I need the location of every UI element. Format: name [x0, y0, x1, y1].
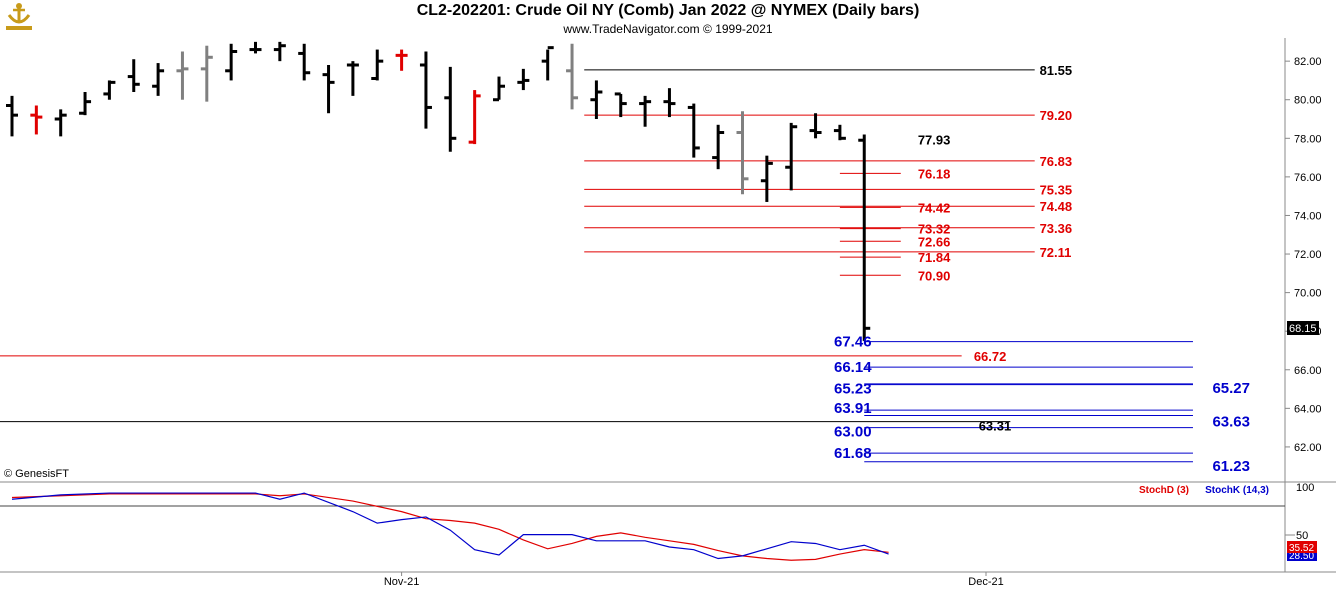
ohlc-bar — [6, 95, 18, 137]
ohlc-bar — [833, 124, 846, 141]
level-label: 63.31 — [979, 419, 1012, 434]
level-label: 65.27 — [1212, 380, 1250, 397]
ohlc-bar — [79, 92, 92, 116]
ohlc-bar — [541, 46, 554, 81]
y-tick-label: 74.00 — [1294, 210, 1322, 222]
ohlc-bar — [639, 95, 652, 127]
y-tick-label: 62.00 — [1294, 442, 1322, 454]
ohlc-bar — [30, 105, 43, 135]
level-label: 72.66 — [918, 234, 951, 249]
tradenavigator-logo-icon — [2, 2, 36, 32]
level-label: 63.91 — [834, 400, 872, 417]
ohlc-bar — [614, 92, 627, 118]
ohlc-bar — [712, 124, 725, 170]
ohlc-bar — [200, 45, 213, 102]
ohlc-bar — [103, 80, 116, 100]
level-label: 65.23 — [834, 381, 872, 398]
ohlc-bar — [395, 49, 408, 71]
ohlc-bar — [760, 155, 773, 202]
ohlc-bar — [298, 43, 311, 81]
level-label: 70.90 — [918, 268, 951, 283]
y-tick-label: 66.00 — [1294, 365, 1322, 377]
y-tick-label: 80.00 — [1294, 95, 1322, 107]
ohlc-bar — [785, 122, 798, 191]
ohlc-bar — [225, 43, 238, 81]
ohlc-bar — [371, 49, 384, 81]
y-tick-label: 70.00 — [1294, 288, 1322, 300]
level-label: 81.55 — [1040, 63, 1073, 78]
level-label: 61.23 — [1212, 458, 1250, 475]
chart-subtitle: www.TradeNavigator.com © 1999-2021 — [563, 22, 773, 36]
current-price-box — [1287, 321, 1319, 335]
ohlc-bar — [493, 76, 505, 102]
level-label: 75.35 — [1040, 182, 1073, 197]
stochd-legend: StochD (3) — [1139, 485, 1189, 496]
ohlc-bar — [736, 111, 749, 195]
ohlc-bar — [54, 109, 67, 137]
stochd-value-label: 35.52 — [1289, 543, 1314, 554]
level-label: 66.14 — [834, 359, 872, 376]
level-label: 63.00 — [834, 424, 872, 441]
level-label: 79.20 — [1040, 108, 1073, 123]
level-label: 74.42 — [918, 200, 951, 215]
level-label: 73.36 — [1040, 221, 1073, 236]
ohlc-bar — [566, 43, 579, 110]
y-tick-label: 76.00 — [1294, 172, 1322, 184]
level-label: 61.68 — [834, 445, 872, 462]
level-label: 74.48 — [1040, 199, 1073, 214]
stochd-value-box — [1287, 541, 1317, 553]
ohlc-bar — [176, 51, 189, 100]
level-label: 77.93 — [918, 133, 951, 148]
level-label: 63.63 — [1212, 413, 1250, 430]
ohlc-bar — [858, 134, 871, 341]
ohlc-bar — [127, 59, 140, 93]
stoch-series-line — [11, 493, 889, 561]
stochk-legend: StochK (14,3) — [1205, 485, 1269, 496]
level-label: 71.84 — [918, 250, 951, 265]
level-label: 76.18 — [918, 166, 951, 181]
y-tick-label: 64.00 — [1294, 403, 1322, 415]
level-label: 72.11 — [1040, 245, 1072, 260]
stochk-value-box — [1287, 550, 1317, 561]
level-label: 76.83 — [1040, 154, 1073, 169]
copyright-label: © GenesisFT — [4, 468, 69, 480]
ohlc-bar — [273, 41, 286, 62]
ohlc-bar — [444, 66, 457, 152]
level-label: 66.72 — [974, 349, 1007, 364]
ohlc-bar — [249, 41, 262, 54]
x-tick-label: Nov-21 — [384, 576, 419, 588]
level-label: 67.46 — [834, 334, 872, 351]
stochk-value-label: 28.50 — [1289, 551, 1314, 562]
y-tick-label: 72.00 — [1294, 249, 1322, 261]
ohlc-bar — [419, 51, 432, 129]
ohlc-bar — [809, 113, 822, 139]
ohlc-bar — [468, 90, 481, 145]
ohlc-bar — [663, 88, 676, 118]
level-label: 73.32 — [918, 222, 951, 237]
y-tick-label: 78.00 — [1294, 133, 1322, 145]
ohlc-bar — [590, 80, 603, 120]
ohlc-bar — [687, 103, 700, 158]
stoch-series-line — [11, 492, 889, 560]
current-price-label: 68.15 — [1289, 323, 1317, 335]
ohlc-bar — [322, 65, 335, 114]
ohlc-bar — [346, 61, 359, 96]
chart-title: CL2-202201: Crude Oil NY (Comb) Jan 2022… — [416, 2, 920, 19]
stoch-y-tick-label: 50 — [1296, 530, 1308, 542]
stoch-y-tick-label: 100 — [1296, 482, 1314, 494]
x-tick-label: Dec-21 — [968, 576, 1003, 588]
ohlc-bar — [517, 68, 530, 91]
ohlc-bar — [152, 63, 165, 96]
y-tick-label: 82.00 — [1294, 56, 1322, 68]
